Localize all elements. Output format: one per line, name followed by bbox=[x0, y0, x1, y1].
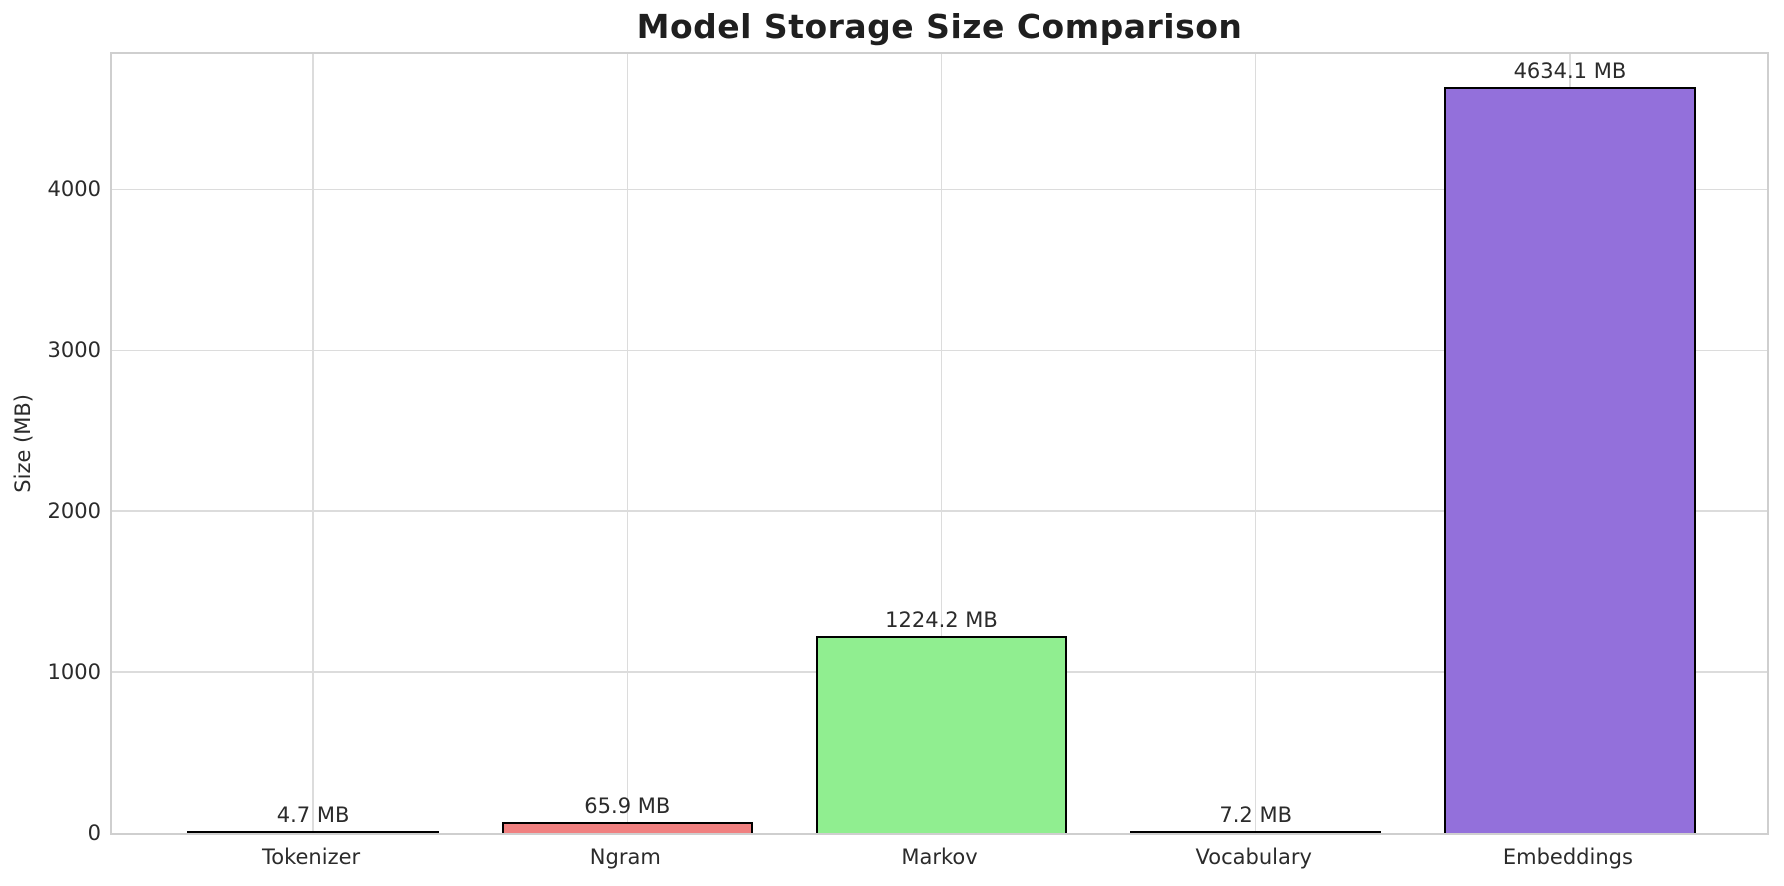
gridline-x-tokenizer bbox=[312, 54, 314, 833]
plot-area: 4.7 MB 65.9 MB 1224.2 MB 7.2 MB 4634.1 MB bbox=[110, 52, 1769, 835]
gridline-x-vocabulary bbox=[1254, 54, 1257, 833]
x-tick-tokenizer: Tokenizer bbox=[261, 845, 361, 869]
gridline-x-ngram bbox=[626, 54, 629, 833]
value-label-markov: 1224.2 MB bbox=[885, 608, 998, 633]
y-tick-0: 0 bbox=[87, 821, 101, 845]
gridline-x-markov bbox=[940, 54, 943, 833]
x-tick-vocabulary: Vocabulary bbox=[1195, 845, 1312, 869]
value-label-embeddings: 4634.1 MB bbox=[1513, 59, 1627, 84]
x-tick-embeddings: Embeddings bbox=[1502, 845, 1633, 869]
y-axis-label: Size (MB) bbox=[11, 394, 35, 493]
value-label-tokenizer: 4.7 MB bbox=[276, 802, 350, 827]
y-axis-label-wrap: Size (MB) bbox=[6, 52, 40, 835]
value-label-vocabulary: 7.2 MB bbox=[1219, 802, 1293, 827]
gridline-y-3000 bbox=[112, 349, 1767, 352]
gridline-y-2000 bbox=[112, 510, 1767, 512]
value-label-ngram: 65.9 MB bbox=[584, 794, 671, 819]
gridline-y-4000 bbox=[112, 188, 1767, 191]
bar-markov bbox=[815, 636, 1068, 833]
bar-tokenizer bbox=[187, 830, 439, 833]
y-tick-4000: 4000 bbox=[47, 177, 101, 202]
y-tick-2000: 2000 bbox=[47, 499, 101, 524]
bar-ngram bbox=[501, 822, 753, 833]
y-tick-3000: 3000 bbox=[47, 338, 101, 363]
bar-vocabulary bbox=[1130, 830, 1382, 833]
x-tick-ngram: Ngram bbox=[589, 845, 661, 869]
x-tick-markov: Markov bbox=[901, 845, 978, 869]
chart-title: Model Storage Size Comparison bbox=[636, 7, 1243, 46]
bar-embeddings bbox=[1444, 87, 1696, 833]
y-tick-1000: 1000 bbox=[47, 660, 101, 685]
